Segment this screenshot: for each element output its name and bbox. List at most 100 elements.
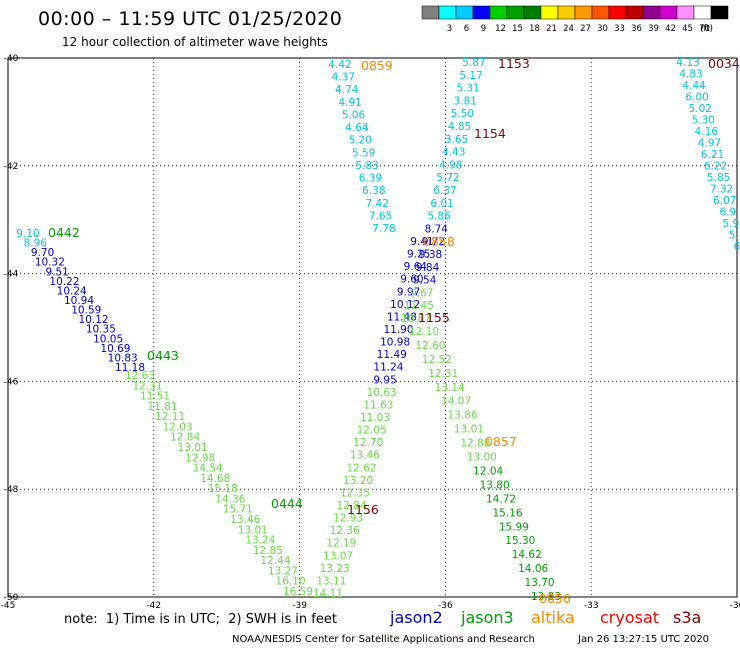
- wave-height-value: 10.35: [86, 324, 116, 336]
- wave-height-value: 12.04: [473, 465, 503, 477]
- legend-jason2: jason2: [390, 608, 443, 627]
- wave-height-value: 12.05: [357, 425, 387, 437]
- timestamp: Jan 26 13:27:15 UTC 2020: [578, 634, 710, 645]
- wave-height-value: 5.50: [451, 108, 474, 120]
- wave-height-value: 3.65: [445, 134, 468, 146]
- wave-height-value: 4.83: [679, 69, 702, 81]
- wave-height-value: 12.88: [460, 438, 490, 450]
- wave-height-value: 5.87: [462, 57, 485, 69]
- wave-height-value: 4.16: [695, 126, 719, 138]
- lon-tick-label: -30: [730, 601, 740, 611]
- wave-height-value: 6.21: [701, 149, 724, 161]
- wave-height-value: 12.62: [347, 462, 377, 474]
- scale-label: 9: [481, 24, 486, 34]
- wave-height-value: 9.41: [410, 236, 433, 248]
- scale-label: 3: [447, 24, 452, 34]
- wave-height-value: 13.27: [268, 565, 298, 577]
- wave-height-value: 4.13: [676, 57, 699, 69]
- wave-height-value: 15.18: [208, 483, 238, 495]
- wave-height-value: 12.70: [353, 437, 383, 449]
- wave-height-value: 6: [734, 241, 740, 253]
- lon-tick-label: -39: [292, 601, 307, 611]
- wave-height-value: 9.38: [419, 249, 442, 261]
- wave-height-value: 11.49: [377, 349, 407, 361]
- wave-height-value: 14.06: [518, 563, 548, 575]
- wave-height-value: 9.67: [410, 287, 433, 299]
- wave-height-value: 14.72: [486, 493, 516, 505]
- wave-height-value: 12.35: [340, 487, 370, 499]
- wave-height-value: 5.20: [349, 135, 372, 147]
- wave-height-value: 6.22: [704, 161, 727, 173]
- lat-tick-label: -48: [4, 485, 19, 495]
- lat-tick-label: -50: [4, 593, 19, 603]
- wave-height-value: 8.96: [24, 238, 48, 250]
- wave-height-value: 13.00: [467, 452, 497, 464]
- wave-height-value: 5.30: [692, 115, 715, 127]
- scale-label: 30: [597, 24, 608, 34]
- scale-label: 12: [495, 24, 506, 34]
- wave-height-value: 13.07: [323, 550, 353, 562]
- scale-label: 21: [546, 24, 557, 34]
- scale-label: 24: [563, 24, 574, 34]
- wave-height-value: 10.12: [390, 299, 420, 311]
- wave-height-value: 14.36: [215, 493, 245, 505]
- wave-height-value: 5.06: [342, 109, 366, 121]
- wave-height-value: 13.46: [350, 450, 380, 462]
- wave-height-value: 13.23: [320, 563, 350, 575]
- lat-tick-label: -40: [4, 54, 19, 64]
- lon-tick-label: -42: [146, 601, 161, 611]
- map-title: 00:00 – 11:59 UTC 01/25/2020: [38, 8, 343, 30]
- scale-label: 70: [699, 24, 710, 34]
- wave-height-value: 14.11: [313, 588, 343, 600]
- pass-label: 0858: [423, 234, 455, 249]
- wave-height-value: 5.: [729, 230, 739, 242]
- pass-label: 0859: [361, 58, 393, 73]
- wave-height-value: 12.19: [326, 538, 356, 550]
- wave-height-value: 4.64: [345, 122, 369, 134]
- wave-height-value: 12.98: [185, 452, 215, 464]
- wave-height-value: 10.63: [367, 387, 397, 399]
- lon-tick-label: -33: [584, 601, 599, 611]
- map-subtitle: 12 hour collection of altimeter wave hei…: [62, 35, 328, 49]
- scale-label: 33: [614, 24, 625, 34]
- wave-height-value: 10.87: [401, 313, 431, 325]
- wave-height-value: 7.42: [366, 198, 389, 210]
- wave-height-value: 12.44: [260, 555, 290, 567]
- wave-height-value: 5.85: [707, 172, 730, 184]
- scale-label: 27: [580, 24, 591, 34]
- wave-height-value: 13.20: [343, 475, 373, 487]
- scale-label: 18: [529, 24, 540, 34]
- scale-label: 6: [464, 24, 469, 34]
- wave-height-value: 4.44: [682, 80, 706, 92]
- wave-height-value: 10.32: [35, 257, 65, 269]
- scale-label: 15: [512, 24, 523, 34]
- wave-height-value: 13.01: [238, 524, 268, 536]
- wave-height-value: 11.51: [140, 391, 170, 403]
- wave-height-value: 12.31: [132, 380, 162, 392]
- wave-height-color-scale: 3 6 9 12 15 18 21 24 27 30 33 36 39 42 45 70(ft): [421, 5, 729, 34]
- wave-height-value: 12.10: [409, 326, 439, 338]
- pass-label: 0856: [539, 591, 571, 606]
- wave-height-value: 14.68: [200, 473, 230, 485]
- wave-height-value: 9.72: [422, 236, 445, 248]
- wave-height-value: 12.93: [333, 513, 363, 525]
- wave-height-value: 9.60: [400, 274, 423, 286]
- wave-height-value: 12.36: [330, 525, 360, 537]
- wave-height-value: 5.31: [457, 83, 480, 95]
- wave-height-value: 10.94: [64, 295, 94, 307]
- wave-height-value: 4.43: [442, 147, 465, 159]
- wave-height-value: 13.46: [230, 514, 260, 526]
- wave-height-value: 15.99: [499, 521, 529, 533]
- wave-height-value: 5.59: [352, 147, 375, 159]
- wave-height-value: 12.11: [155, 411, 185, 423]
- lat-tick-label: -42: [4, 162, 19, 172]
- scale-label: 42: [665, 24, 676, 34]
- legend-cryosat: cryosat: [600, 608, 660, 627]
- wave-height-value: 9.51: [45, 266, 68, 278]
- pass-label: 0442: [48, 225, 80, 240]
- lat-tick-label: -44: [4, 270, 19, 280]
- wave-height-value: 15.71: [223, 504, 253, 516]
- wave-height-value: 16.59: [283, 586, 313, 598]
- wave-height-value: 12.84: [336, 500, 366, 512]
- wave-height-value: 9.54: [413, 275, 437, 287]
